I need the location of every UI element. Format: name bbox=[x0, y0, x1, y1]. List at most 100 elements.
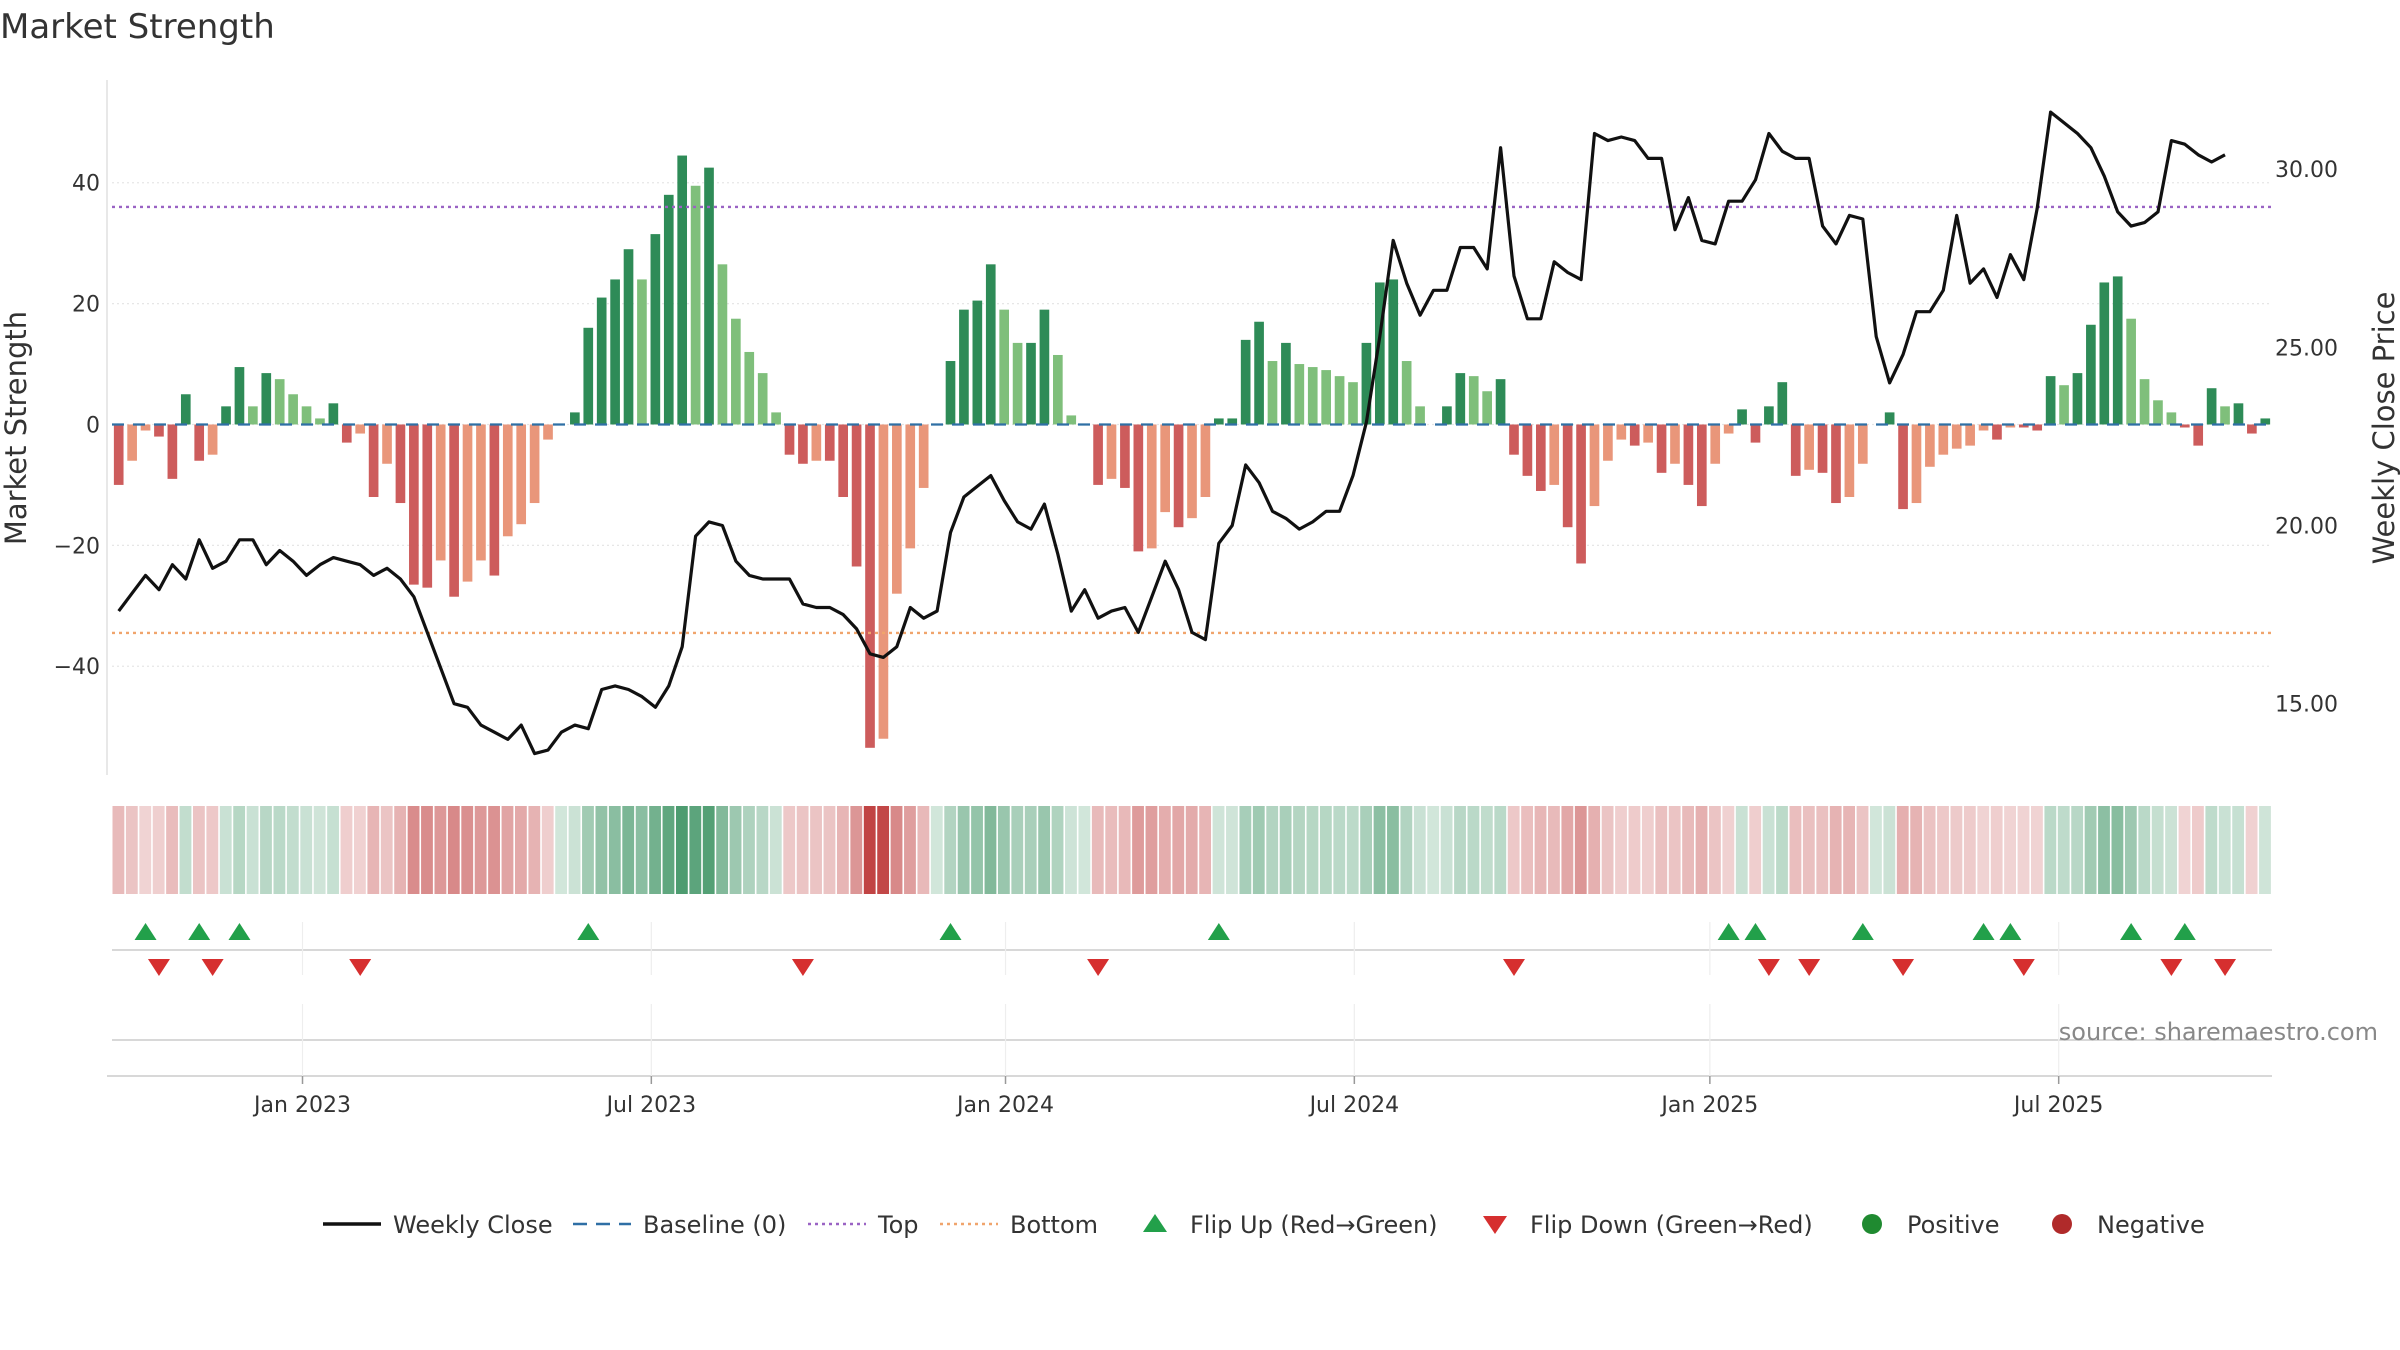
strength-bar bbox=[1267, 361, 1278, 425]
strength-bar bbox=[757, 373, 768, 425]
strength-bar bbox=[570, 412, 580, 425]
heat-cell bbox=[863, 806, 876, 894]
legend-swatch bbox=[1483, 1216, 1507, 1234]
heat-cell bbox=[1480, 806, 1493, 894]
strength-bar bbox=[315, 418, 325, 425]
strength-bar bbox=[1844, 424, 1855, 497]
strength-bar bbox=[1804, 424, 1814, 470]
strength-bar bbox=[878, 424, 889, 739]
strength-bar bbox=[422, 424, 433, 588]
heat-cell bbox=[917, 806, 930, 894]
legend-label: Positive bbox=[1907, 1211, 2000, 1239]
strength-bar bbox=[2032, 424, 2043, 431]
heat-cell bbox=[582, 806, 594, 894]
strength-bar bbox=[261, 373, 272, 425]
strength-bar bbox=[368, 424, 379, 497]
strength-bar bbox=[1898, 424, 1908, 510]
strength-bar bbox=[2059, 385, 2069, 425]
strength-bar bbox=[1012, 342, 1023, 425]
heat-cell bbox=[1400, 806, 1413, 894]
left-tick-label: 0 bbox=[86, 413, 100, 438]
heat-cell bbox=[1172, 806, 1185, 894]
heat-cell bbox=[930, 806, 943, 894]
heat-cell bbox=[1668, 806, 1681, 894]
strength-bar bbox=[637, 279, 647, 425]
strength-bar bbox=[1227, 418, 1238, 425]
flip-down-marker bbox=[2160, 959, 2183, 976]
flip-down-marker bbox=[201, 959, 224, 976]
heat-cell bbox=[1065, 806, 1077, 894]
heat-cell bbox=[675, 806, 688, 894]
strength-bar bbox=[154, 424, 164, 437]
flip-up-marker bbox=[1717, 923, 1740, 940]
strength-bar bbox=[2260, 418, 2271, 425]
heat-cell bbox=[528, 806, 541, 894]
legend-label: Weekly Close bbox=[393, 1211, 553, 1239]
legend-label: Negative bbox=[2097, 1211, 2205, 1239]
heat-cell bbox=[2192, 806, 2204, 894]
strength-bar bbox=[2153, 400, 2163, 425]
flip-down-marker bbox=[1757, 959, 1780, 976]
strength-bar bbox=[972, 300, 983, 425]
strength-bar bbox=[1857, 424, 1868, 464]
weekly-close-line bbox=[117, 110, 2226, 756]
heat-cell bbox=[957, 806, 970, 894]
heat-cell bbox=[1910, 806, 1923, 894]
x-tick-label: Jan 2023 bbox=[252, 1093, 351, 1118]
strength-bar bbox=[865, 424, 875, 748]
strength-bar bbox=[180, 394, 191, 425]
strength-bar bbox=[1160, 424, 1170, 513]
strength-bar bbox=[1951, 424, 1962, 449]
right-tick-label: 15.00 bbox=[2275, 693, 2338, 718]
heat-cell bbox=[1306, 806, 1319, 894]
flip-up-marker bbox=[1851, 923, 1874, 940]
strength-bar bbox=[717, 264, 728, 425]
heat-cell bbox=[1158, 806, 1171, 894]
strength-bar bbox=[462, 424, 473, 582]
strength-bar bbox=[207, 424, 218, 455]
heat-cell bbox=[649, 806, 661, 894]
flip-up-marker bbox=[2173, 923, 2196, 940]
strength-bar bbox=[221, 406, 231, 425]
heat-cell bbox=[1829, 806, 1842, 894]
strength-bar bbox=[248, 406, 258, 425]
heat-cell bbox=[1990, 806, 2003, 894]
strength-bar bbox=[355, 424, 366, 434]
heat-cell bbox=[474, 806, 487, 894]
heat-cell bbox=[2084, 806, 2097, 894]
heat-cell bbox=[2098, 806, 2110, 894]
strength-bar bbox=[502, 424, 513, 537]
heat-cell bbox=[1078, 806, 1091, 894]
strength-bar bbox=[2179, 424, 2190, 428]
strength-bar bbox=[1764, 406, 1774, 425]
strength-bar bbox=[1240, 339, 1251, 425]
strength-bar bbox=[2206, 388, 2217, 425]
flip-up-marker bbox=[1744, 923, 1767, 940]
heat-cell bbox=[1601, 806, 1614, 894]
heat-cell bbox=[1413, 806, 1426, 894]
heat-cell bbox=[1641, 806, 1654, 894]
right-axis-label: Weekly Close Price bbox=[2367, 292, 2400, 565]
heat-cell bbox=[2165, 806, 2177, 894]
heat-cell bbox=[1279, 806, 1292, 894]
heat-cell bbox=[1212, 806, 1225, 894]
flip-down-marker bbox=[2012, 959, 2035, 976]
heat-cell bbox=[716, 806, 729, 894]
strength-bar bbox=[704, 167, 714, 425]
strength-bar bbox=[999, 309, 1010, 425]
strength-bar bbox=[2045, 376, 2056, 425]
flip-up-marker bbox=[939, 923, 962, 940]
heat-cell bbox=[1735, 806, 1748, 894]
strength-bar bbox=[1978, 424, 1989, 431]
heat-cell bbox=[434, 806, 447, 894]
heat-cell bbox=[971, 806, 983, 894]
heat-cell bbox=[2017, 806, 2030, 894]
strength-bar bbox=[1401, 361, 1412, 425]
strength-bar bbox=[1039, 309, 1050, 425]
flip-down-marker bbox=[147, 959, 170, 976]
strength-bar bbox=[583, 327, 594, 425]
heat-cell bbox=[1239, 806, 1252, 894]
legend-item-weekly-close: Weekly Close bbox=[323, 1211, 553, 1239]
strength-bar bbox=[2126, 318, 2136, 425]
strength-bar bbox=[2086, 324, 2096, 425]
